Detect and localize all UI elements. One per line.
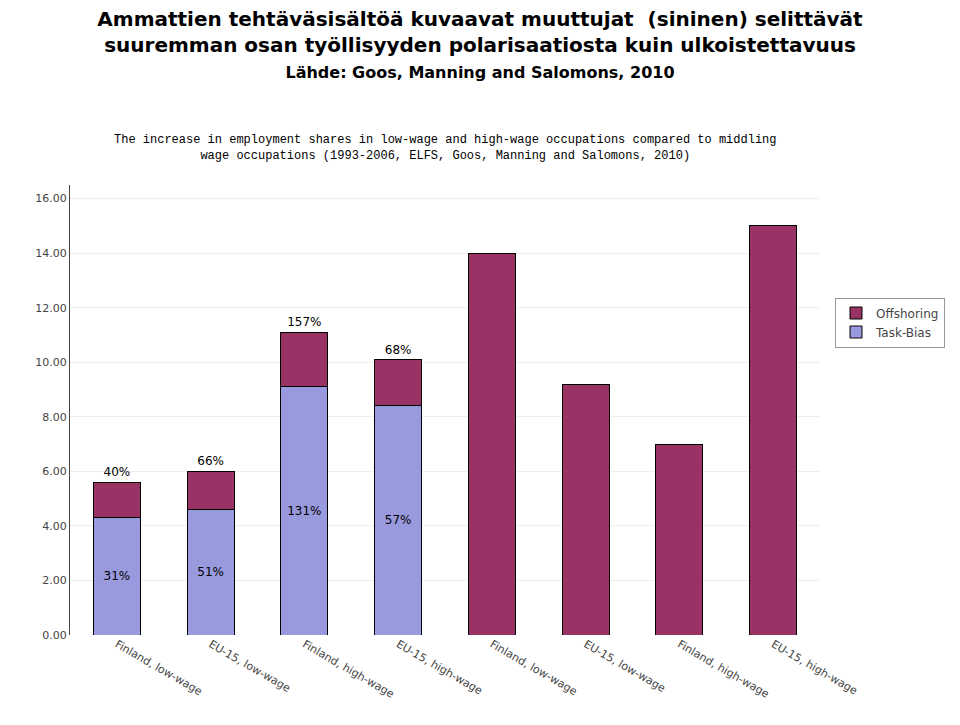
svg-text:10.00: 10.00 [35, 356, 67, 369]
svg-text:The increase in employment sha: The increase in employment shares in low… [114, 133, 777, 163]
svg-text:16.00: 16.00 [35, 192, 67, 205]
svg-text:Task-Bias: Task-Bias [875, 326, 931, 340]
svg-text:4.00: 4.00 [42, 520, 67, 533]
svg-text:66%: 66% [197, 454, 224, 468]
svg-text:40%: 40% [104, 465, 131, 479]
svg-text:31%: 31% [104, 569, 131, 583]
svg-text:EU-15, high-wage: EU-15, high-wage [394, 638, 485, 698]
svg-text:2.00: 2.00 [42, 574, 67, 587]
svg-text:Offshoring: Offshoring [876, 307, 938, 321]
svg-text:12.00: 12.00 [35, 302, 67, 315]
svg-text:157%: 157% [287, 315, 321, 329]
svg-text:57%: 57% [385, 513, 412, 527]
svg-text:0.00: 0.00 [42, 629, 67, 642]
svg-text:68%: 68% [385, 343, 412, 357]
svg-text:51%: 51% [197, 565, 224, 579]
svg-text:Finland, low-wage: Finland, low-wage [488, 638, 580, 699]
svg-text:Finland, high-wage: Finland, high-wage [300, 638, 397, 701]
svg-text:14.00: 14.00 [35, 247, 67, 260]
svg-text:Finland, high-wage: Finland, high-wage [675, 638, 772, 701]
svg-text:Finland, low-wage: Finland, low-wage [113, 638, 205, 699]
svg-text:EU-15, high-wage: EU-15, high-wage [769, 638, 860, 698]
svg-text:Ammattien tehtäväsisältöä kuva: Ammattien tehtäväsisältöä kuvaavat muutt… [97, 7, 863, 82]
svg-text:EU-15, low-wage: EU-15, low-wage [206, 638, 293, 695]
svg-text:6.00: 6.00 [42, 465, 67, 478]
svg-text:EU-15, low-wage: EU-15, low-wage [581, 638, 668, 695]
svg-text:131%: 131% [287, 504, 321, 518]
svg-text:8.00: 8.00 [42, 411, 67, 424]
